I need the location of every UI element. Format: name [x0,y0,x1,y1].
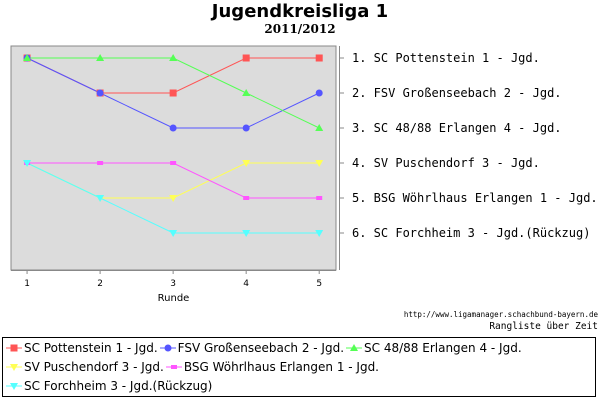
x-tick-label: 5 [316,279,322,289]
data-point [96,89,104,97]
x-tick-label: 3 [170,279,176,289]
rank-label: 6. SC Forchheim 3 - Jgd.(Rückzug) [352,226,590,240]
data-point [242,124,250,132]
data-point [242,230,251,237]
line-chart: 1 2 3 4 5 Runde 1. SC Pottenstein 1 - Jgd. 2. F… [10,45,598,304]
data-point [242,54,250,62]
rank-label: 4. SV Puschendorf 3 - Jgd. [352,156,540,170]
data-point [242,160,251,167]
x-tick-label: 4 [243,279,249,289]
legend-marker-icon [346,344,363,351]
legend-marker-icon [6,364,22,371]
rank-label: 5. BSG Wöhrlhaus Erlangen 1 - Jgd. [352,191,598,205]
data-point [315,230,324,237]
data-point [169,195,178,202]
data-point [23,54,32,61]
legend-row: SC Pottenstein 1 - Jgd. FSV Großenseebach… [6,341,524,355]
data-point [169,54,178,61]
data-point [23,160,32,167]
legend-item: SV Puschendorf 3 - Jgd. [6,360,164,374]
plot-area [10,45,337,271]
x-tick-label: 1 [24,279,30,289]
legend-label: SV Puschendorf 3 - Jgd. [24,360,164,374]
legend-item: SC 48/88 Erlangen 4 - Jgd. [346,341,522,355]
legend-marker-icon [6,344,22,352]
legend-marker-icon [6,383,22,390]
data-point [96,54,105,61]
data-point [170,161,177,165]
legend-label: FSV Großenseebach 2 - Jgd. [177,341,345,355]
legend-label: SC Pottenstein 1 - Jgd. [24,341,158,355]
data-point [315,124,324,131]
x-axis-label: Runde [158,293,190,304]
data-point [242,89,251,96]
rank-label: 2. FSV Großenseebach 2 - Jgd. [352,86,562,100]
data-point [315,160,324,167]
legend-row: SC Forchheim 3 - Jgd.(Rückzug) [6,379,214,393]
legend-label: SC 48/88 Erlangen 4 - Jgd. [364,341,522,355]
legend-item: FSV Großenseebach 2 - Jgd. [159,341,345,355]
chart-caption: Rangliste über Zeit [489,321,598,332]
data-point [97,161,104,165]
legend-item: BSG Wöhrlhaus Erlangen 1 - Jgd. [165,360,379,374]
legend-item: SC Pottenstein 1 - Jgd. [6,341,158,355]
source-url: http://www.ligamanager.schachbund-bayern… [403,310,598,319]
rank-label: 1. SC Pottenstein 1 - Jgd. [352,51,540,65]
data-point [316,196,323,200]
data-point [315,54,323,62]
data-point [169,89,177,97]
x-tick-label: 2 [97,279,103,289]
data-point [96,195,105,202]
data-point [169,124,177,132]
chart-title: Jugendkreisliga 1 [211,1,389,22]
data-point [243,196,250,200]
legend-row: SV Puschendorf 3 - Jgd. BSG Wöhrlhaus Erl… [6,360,381,374]
data-point [169,230,178,237]
legend-label: BSG Wöhrlhaus Erlangen 1 - Jgd. [183,360,379,374]
legend-label: SC Forchheim 3 - Jgd.(Rückzug) [24,379,213,393]
legend-marker-icon [159,344,176,352]
rank-label: 3. SC 48/88 Erlangen 4 - Jgd. [352,121,562,135]
legend: SC Pottenstein 1 - Jgd. FSV Großenseebach… [2,337,596,397]
data-point [315,89,323,97]
legend-marker-icon [165,365,182,369]
legend-item: SC Forchheim 3 - Jgd.(Rückzug) [6,379,212,393]
chart-subtitle: 2011/2012 [264,22,336,36]
